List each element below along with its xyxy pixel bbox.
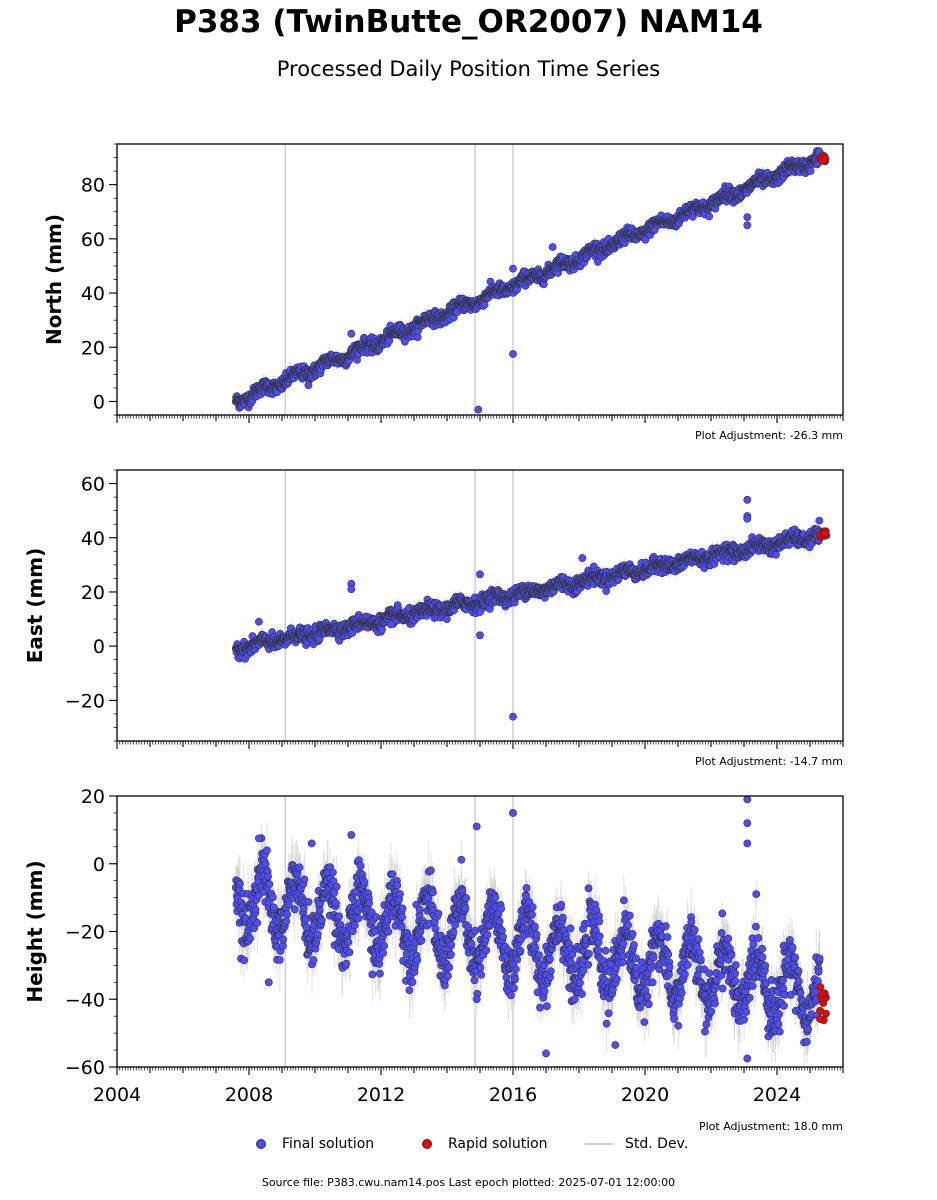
chart-subtitle: Processed Daily Position Time Series <box>276 57 661 81</box>
final-point <box>705 212 714 221</box>
plot-frame <box>116 143 844 416</box>
outlier-point <box>474 405 483 414</box>
outlier-point <box>743 213 752 222</box>
y-tick-label: 80 <box>81 175 105 197</box>
final-point <box>806 167 815 175</box>
panel-2-data <box>231 470 831 741</box>
outlier-point <box>743 221 752 230</box>
panel-1: 0 20 40 60 80 North (mm) Plot Adjustment: -26.… <box>42 143 844 442</box>
final-points <box>231 147 824 414</box>
rapid-point <box>821 155 830 163</box>
y-axis-label: North (mm) <box>42 214 66 345</box>
outlier-point <box>509 264 517 273</box>
outlier-point <box>304 381 313 390</box>
outlier-point <box>509 350 517 358</box>
outlier-point <box>347 329 356 338</box>
rapid-points <box>816 151 830 166</box>
outlier-point <box>548 243 557 251</box>
plot-adjustment: Plot Adjustment: -26.3 mm <box>695 429 843 442</box>
y-tick-label: 40 <box>81 283 105 305</box>
y-tick-label: 60 <box>81 229 105 251</box>
y-tick-label: 20 <box>81 337 105 359</box>
chart-title: P383 (TwinButte_OR2007) NAM14 <box>174 4 763 40</box>
y-tick-label: 0 <box>93 391 105 413</box>
panel-1-data <box>231 144 830 415</box>
